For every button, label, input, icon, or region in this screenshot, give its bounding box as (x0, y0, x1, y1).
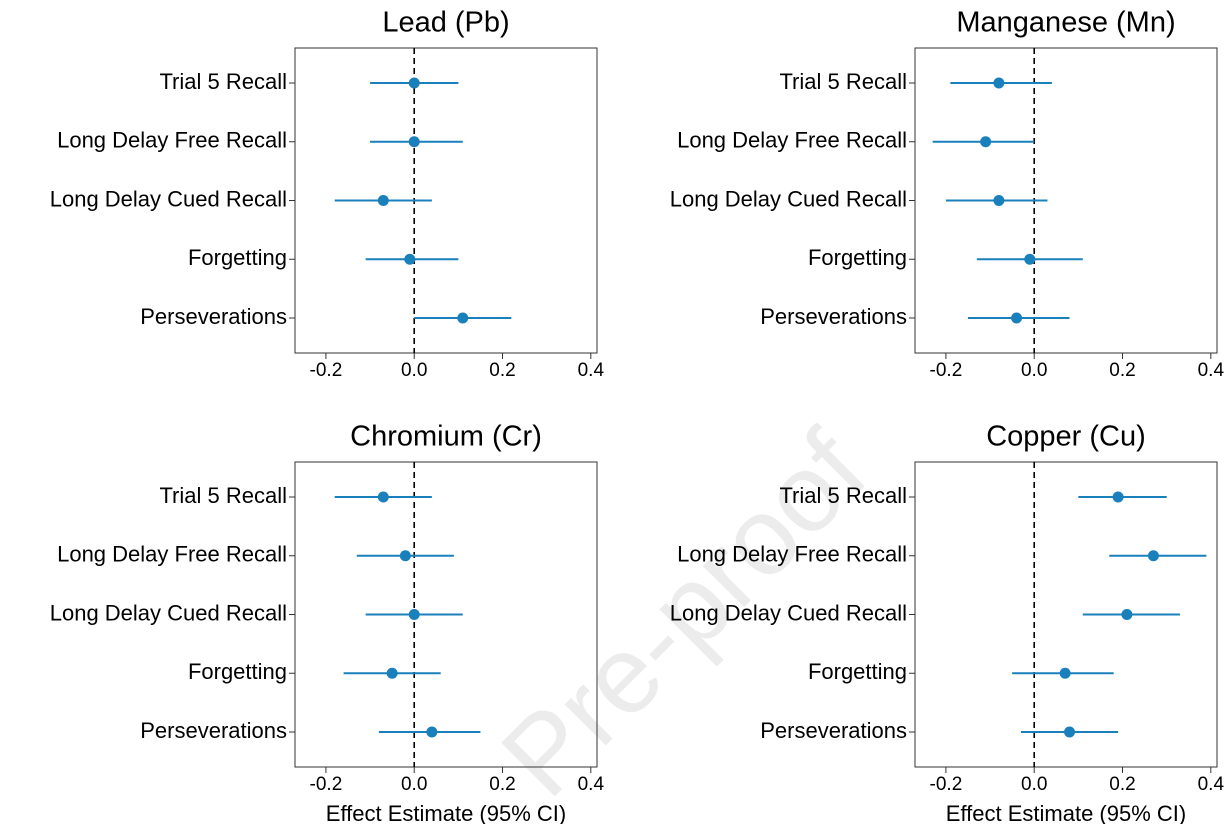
estimate-point (408, 136, 420, 148)
x-tick-label: 0.4 (578, 360, 605, 381)
x-tick-label: 0.4 (578, 774, 605, 795)
estimate-point (457, 312, 469, 324)
y-tick-label: Trial 5 Recall (159, 69, 287, 94)
x-tick-label: 0.2 (1109, 774, 1135, 795)
estimate-point (377, 491, 389, 503)
y-tick-label: Long Delay Free Recall (677, 542, 907, 567)
y-tick-label: Long Delay Free Recall (57, 542, 287, 567)
y-tick-label: Trial 5 Recall (779, 69, 907, 94)
chart-title: Chromium (Cr) (350, 421, 542, 453)
estimate-point (1011, 312, 1023, 324)
y-tick-label: Perseverations (140, 304, 287, 329)
x-tick-label: 0.4 (1198, 774, 1225, 795)
x-tick-label: 0.4 (1198, 360, 1225, 381)
y-tick-label: Perseverations (140, 718, 287, 743)
estimate-point (1024, 253, 1036, 265)
chart-title: Manganese (Mn) (956, 7, 1175, 39)
estimate-point (426, 726, 438, 738)
estimate-point (1121, 609, 1133, 620)
y-tick-label: Perseverations (760, 718, 907, 743)
y-tick-label: Forgetting (188, 245, 287, 270)
x-tick-label: 0.0 (401, 774, 427, 795)
estimate-point (1147, 550, 1159, 562)
estimate-point (404, 253, 416, 265)
x-tick-label: -0.2 (310, 774, 343, 795)
estimate-point (399, 550, 411, 562)
x-tick-label: -0.2 (930, 774, 963, 795)
estimate-point (377, 195, 389, 206)
y-tick-label: Long Delay Cued Recall (670, 186, 907, 211)
x-tick-label: -0.2 (930, 360, 963, 381)
estimate-point (1064, 726, 1076, 738)
y-tick-label: Long Delay Cued Recall (670, 600, 907, 625)
y-tick-label: Long Delay Free Recall (57, 128, 287, 153)
x-tick-label: 0.2 (1109, 360, 1135, 381)
y-tick-label: Trial 5 Recall (779, 483, 907, 508)
estimate-point (1059, 667, 1071, 679)
estimate-point (993, 195, 1005, 206)
y-tick-label: Forgetting (808, 245, 907, 270)
x-tick-label: 0.0 (1021, 360, 1047, 381)
x-axis-label: Effect Estimate (95% CI) (946, 801, 1186, 824)
chart-title: Copper (Cu) (986, 421, 1146, 453)
estimate-point (993, 77, 1005, 89)
y-tick-label: Forgetting (808, 659, 907, 684)
x-axis-label: Effect Estimate (95% CI) (326, 801, 566, 824)
estimate-point (408, 77, 420, 89)
y-tick-label: Perseverations (760, 304, 907, 329)
x-tick-label: 0.0 (1021, 774, 1047, 795)
x-tick-label: 0.2 (489, 360, 515, 381)
estimate-point (408, 609, 420, 620)
x-tick-label: 0.2 (489, 774, 515, 795)
estimate-point (386, 667, 398, 679)
estimate-point (1112, 491, 1124, 503)
x-tick-label: 0.0 (401, 360, 427, 381)
y-tick-label: Forgetting (188, 659, 287, 684)
y-tick-label: Long Delay Cued Recall (50, 600, 287, 625)
x-tick-label: -0.2 (310, 360, 343, 381)
estimate-point (980, 136, 992, 148)
chart-title: Lead (Pb) (382, 7, 509, 39)
y-tick-label: Trial 5 Recall (159, 483, 287, 508)
y-tick-label: Long Delay Cued Recall (50, 186, 287, 211)
y-tick-label: Long Delay Free Recall (677, 128, 907, 153)
